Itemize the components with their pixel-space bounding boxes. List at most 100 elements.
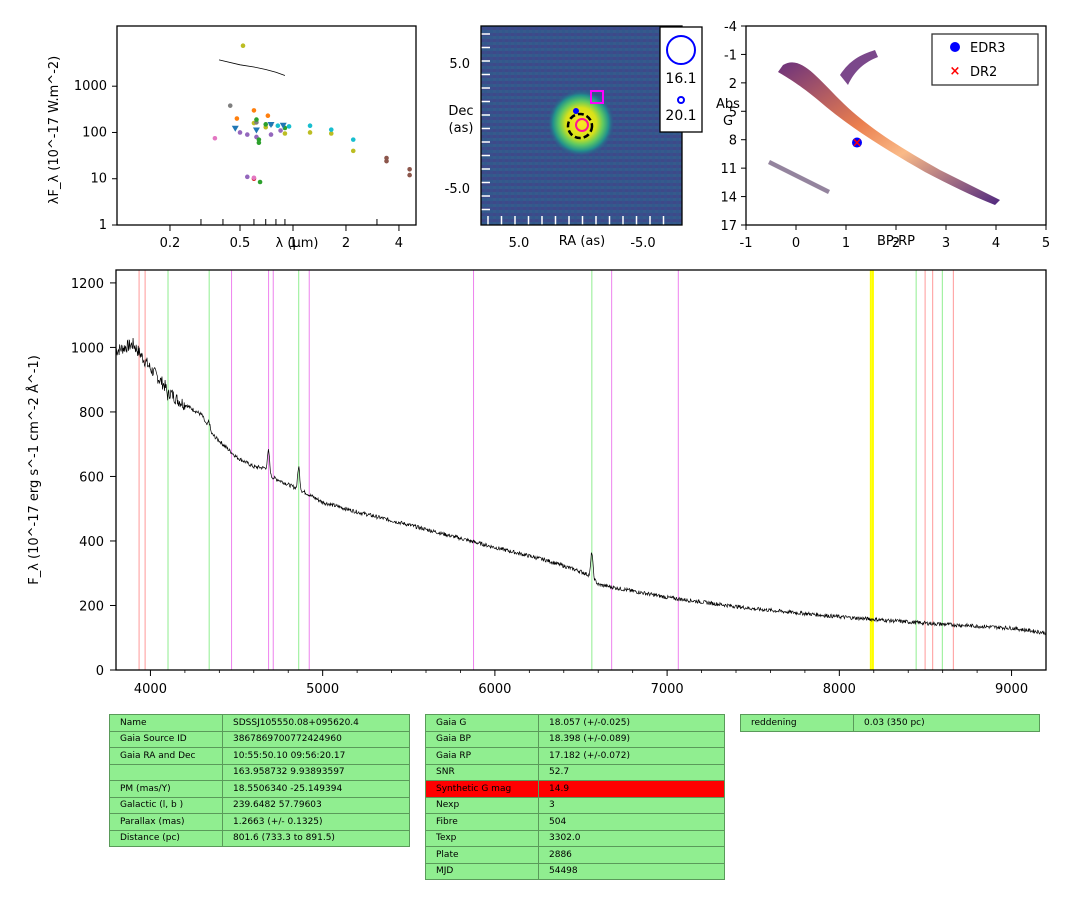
spectrum-ytick-label: 600 — [79, 470, 104, 485]
image-ticks — [481, 33, 665, 225]
cmd-main-sequence — [778, 62, 1000, 206]
cmd-xtick-label: 2 — [892, 236, 900, 251]
legend-edr3-icon — [950, 42, 960, 52]
table-value-cell: 14.9 — [538, 780, 725, 798]
sed-point — [234, 116, 240, 121]
table-key-cell: Gaia RA and Dec — [109, 747, 223, 765]
legend-small-mag: 20.1 — [665, 108, 696, 124]
sed-xtick-label: 0.2 — [160, 236, 181, 251]
sed-point — [265, 113, 271, 119]
sed-point — [384, 158, 389, 164]
info-table-reddening: reddening 0.03 (350 pc) — [740, 714, 1040, 732]
cmd-ytick-label: -1 — [724, 48, 737, 63]
sed-triangle-point — [231, 125, 239, 132]
image-xtick-left: 5.0 — [509, 236, 530, 251]
sed-point — [240, 43, 246, 49]
cmd-xtick-label: -1 — [740, 236, 753, 251]
sed-point — [350, 148, 356, 154]
sed-triangle-point — [267, 121, 275, 128]
table-row: Parallax (mas) 1.2663 (+/- 0.1325) — [109, 813, 410, 831]
image-offset-marker — [590, 90, 604, 104]
sed-ytick-label: 1 — [99, 218, 107, 233]
sed-xticks: 0.2 0.5 1 2 4 — [160, 219, 403, 251]
spectrum-ticks: 0 200 400 600 800 1000 1200 4000 5000 6000 7000 800… — [71, 277, 1028, 697]
cmd-xtick-label: 3 — [942, 236, 950, 251]
cmd-points: × — [852, 136, 862, 150]
table-row: MJD 54498 — [425, 862, 725, 880]
table-key-cell: Synthetic G mag — [425, 780, 539, 798]
image-gaia-marker — [575, 118, 589, 132]
table-value-cell: 3302.0 — [538, 829, 725, 847]
table-value-cell: 18.057 (+/-0.025) — [538, 714, 725, 732]
sed-triangle-point — [279, 122, 287, 129]
table-key-cell — [109, 763, 223, 781]
sed-point — [328, 127, 334, 132]
image-ytick-top: 5.0 — [449, 57, 470, 72]
legend-dr2-label: DR2 — [970, 65, 997, 80]
cmd-ytick-label: 17 — [720, 219, 737, 234]
sed-xlabel: λ (μm) — [276, 236, 319, 251]
legend-big-circle-icon — [666, 35, 696, 65]
cmd-ytick-label: 11 — [720, 162, 737, 177]
table-row: Galactic (l, b ) 239.6482 57.79603 — [109, 796, 410, 814]
sed-point — [244, 174, 250, 180]
sed-point — [307, 123, 313, 129]
spectrum-ytick-label: 400 — [79, 535, 104, 550]
sed-point — [268, 132, 274, 137]
image-target-marker — [566, 112, 594, 140]
cmd-dr2-point: × — [852, 136, 862, 150]
table-value-cell: 52.7 — [538, 763, 725, 781]
spectrum-ytick-label: 200 — [79, 599, 104, 614]
spectrum-xtick-label: 5000 — [306, 682, 339, 697]
table-value-cell: 3 — [538, 796, 725, 814]
table-value-cell: 18.398 (+/-0.089) — [538, 730, 725, 748]
sed-point — [212, 135, 218, 141]
spectrum-ytick-label: 800 — [79, 406, 104, 421]
cmd-ylabel-line2: G — [723, 114, 733, 129]
spectrum-line — [115, 337, 1047, 636]
spectrum-xtick-label: 9000 — [995, 682, 1028, 697]
table-row: SNR 52.7 — [425, 763, 725, 781]
table-key-cell: Distance (pc) — [109, 829, 223, 847]
spectrum-xtick-label: 4000 — [134, 682, 167, 697]
sed-point — [244, 132, 250, 137]
table-row: Gaia BP 18.398 (+/-0.089) — [425, 730, 725, 748]
table-row: PM (mas/Y) 18.5506340 -25.149394 — [109, 780, 410, 798]
table-value-cell: SDSSJ105550.08+095620.4 — [222, 714, 410, 732]
table-row: Synthetic G mag 14.9 — [425, 780, 725, 798]
table-key-cell: Name — [109, 714, 223, 732]
sed-point — [251, 175, 257, 181]
cmd-ytick-label: -4 — [724, 20, 737, 35]
image-legend: 16.1 20.1 — [659, 26, 703, 133]
table-row: Gaia Source ID 3867869700772424960 — [109, 730, 410, 748]
table-key-cell: reddening — [740, 714, 854, 732]
table-row: Fibre 504 — [425, 813, 725, 831]
table-key-cell: PM (mas/Y) — [109, 780, 223, 798]
sed-point — [407, 166, 412, 172]
table-value-cell: 1.2663 (+/- 0.1325) — [222, 813, 410, 831]
image-target-source — [547, 89, 615, 157]
table-value-cell: 3867869700772424960 — [222, 730, 410, 748]
table-key-cell: Nexp — [425, 796, 539, 814]
image-xtick-right: -5.0 — [630, 236, 655, 251]
sed-yticks: 1000 100 10 1 — [74, 79, 117, 233]
legend-small-circle-icon — [677, 96, 685, 104]
cmd-xtick-label: 5 — [1042, 236, 1050, 251]
table-key-cell: Gaia Source ID — [109, 730, 223, 748]
table-value-cell: 2886 — [538, 846, 725, 864]
spectrum-xtick-label: 6000 — [478, 682, 511, 697]
cmd-ytick-label: 5 — [729, 105, 737, 120]
sed-model-line — [218, 59, 286, 76]
spectrum-ytick-label: 1000 — [71, 341, 104, 356]
legend-big-mag: 16.1 — [665, 71, 696, 87]
cmd-giant-branch — [840, 50, 878, 85]
table-key-cell: Texp — [425, 829, 539, 847]
sed-point — [350, 137, 356, 142]
sed-ytick-label: 100 — [82, 125, 107, 140]
image-ylabel-line2: (as) — [449, 121, 474, 136]
table-key-cell: MJD — [425, 862, 539, 880]
sed-marks — [212, 43, 412, 185]
sed-triangle-point — [252, 127, 260, 134]
